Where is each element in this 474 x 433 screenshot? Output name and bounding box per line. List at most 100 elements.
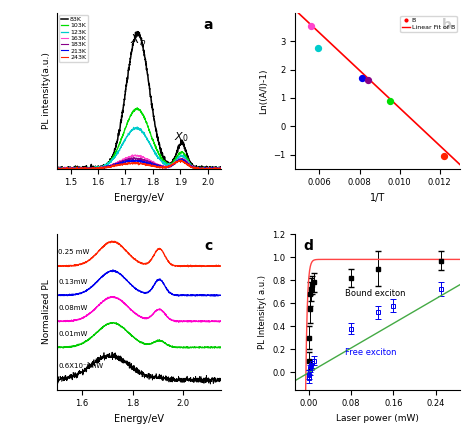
213K [182,159,188,165]
183K [185,162,191,167]
123K [134,124,140,129]
103K [219,166,224,171]
243K [71,166,76,171]
Point [307,22,314,29]
83K [54,165,60,171]
123K [182,156,188,161]
183K [127,157,132,162]
Y-axis label: PL Intensity( a.u.): PL Intensity( a.u.) [258,275,267,349]
Text: $X_0$: $X_0$ [174,130,189,144]
83K [219,165,224,171]
Text: Bound exciton: Bound exciton [345,289,405,298]
213K [55,166,60,171]
243K [177,158,183,163]
83K [121,102,127,107]
Y-axis label: Ln((A/I)-1): Ln((A/I)-1) [259,68,268,113]
103K [71,166,76,171]
183K [182,159,188,164]
Point [315,45,322,52]
Point [358,74,366,81]
103K [185,157,191,162]
103K [54,166,60,171]
183K [54,166,60,171]
83K [71,166,77,171]
163K [219,166,224,171]
243K [127,161,132,166]
123K [120,141,126,146]
163K [167,164,173,169]
Text: Free exciton: Free exciton [345,349,396,358]
123K [71,166,76,171]
Line: 103K: 103K [57,108,221,169]
213K [219,166,224,171]
103K [120,131,126,136]
243K [185,162,191,167]
Text: 0.13mW: 0.13mW [58,279,88,284]
163K [182,158,188,163]
Y-axis label: PL intensity(a.u.): PL intensity(a.u.) [42,52,51,129]
123K [127,131,132,136]
123K [219,166,224,171]
X-axis label: Energy/eV: Energy/eV [114,193,164,203]
83K [185,156,191,162]
243K [219,166,224,171]
Text: $X_b$: $X_b$ [129,33,146,48]
183K [71,166,77,171]
103K [134,105,140,110]
123K [185,159,191,164]
Line: 183K: 183K [57,158,221,169]
183K [55,166,60,171]
103K [167,162,173,168]
83K [134,29,140,34]
Legend: 83K, 103K, 123K, 163K, 183K, 213K, 243K: 83K, 103K, 123K, 163K, 183K, 213K, 243K [59,15,88,62]
Line: 213K: 213K [57,160,221,169]
Line: 123K: 123K [57,127,221,169]
163K [54,166,60,171]
183K [167,164,173,169]
213K [177,157,182,162]
213K [167,163,173,168]
213K [185,162,191,167]
Point [364,76,371,83]
X-axis label: Energy/eV: Energy/eV [114,414,164,424]
163K [185,161,191,166]
Text: d: d [303,239,313,253]
123K [54,166,60,171]
103K [182,152,188,158]
103K [127,116,132,121]
183K [121,158,127,164]
83K [54,166,60,171]
Text: c: c [205,239,213,253]
163K [127,154,132,159]
Text: 0.01mW: 0.01mW [58,331,88,337]
163K [120,158,126,163]
83K [127,61,132,67]
183K [131,155,137,160]
243K [182,160,188,165]
183K [219,166,224,171]
123K [167,164,173,169]
83K [182,149,188,154]
Text: 0.08mW: 0.08mW [58,305,88,311]
Legend: B, Linear Fit of B: B, Linear Fit of B [400,16,456,32]
Point [386,98,394,105]
213K [71,166,77,171]
Line: 163K: 163K [57,155,221,169]
Line: 83K: 83K [57,32,221,169]
163K [71,165,76,171]
Line: 243K: 243K [57,160,221,169]
243K [167,163,173,168]
Y-axis label: Normalized PL: Normalized PL [42,279,51,344]
243K [120,162,126,167]
213K [127,158,132,163]
213K [121,160,127,165]
163K [129,152,135,158]
Text: a: a [204,18,213,32]
243K [54,166,60,171]
Text: b: b [442,18,452,32]
83K [167,161,173,166]
Point [440,152,447,159]
X-axis label: Laser power (mW): Laser power (mW) [336,414,419,423]
Text: 0.25 mW: 0.25 mW [58,249,90,255]
Text: 0.6X10⁻³mW: 0.6X10⁻³mW [58,363,103,369]
